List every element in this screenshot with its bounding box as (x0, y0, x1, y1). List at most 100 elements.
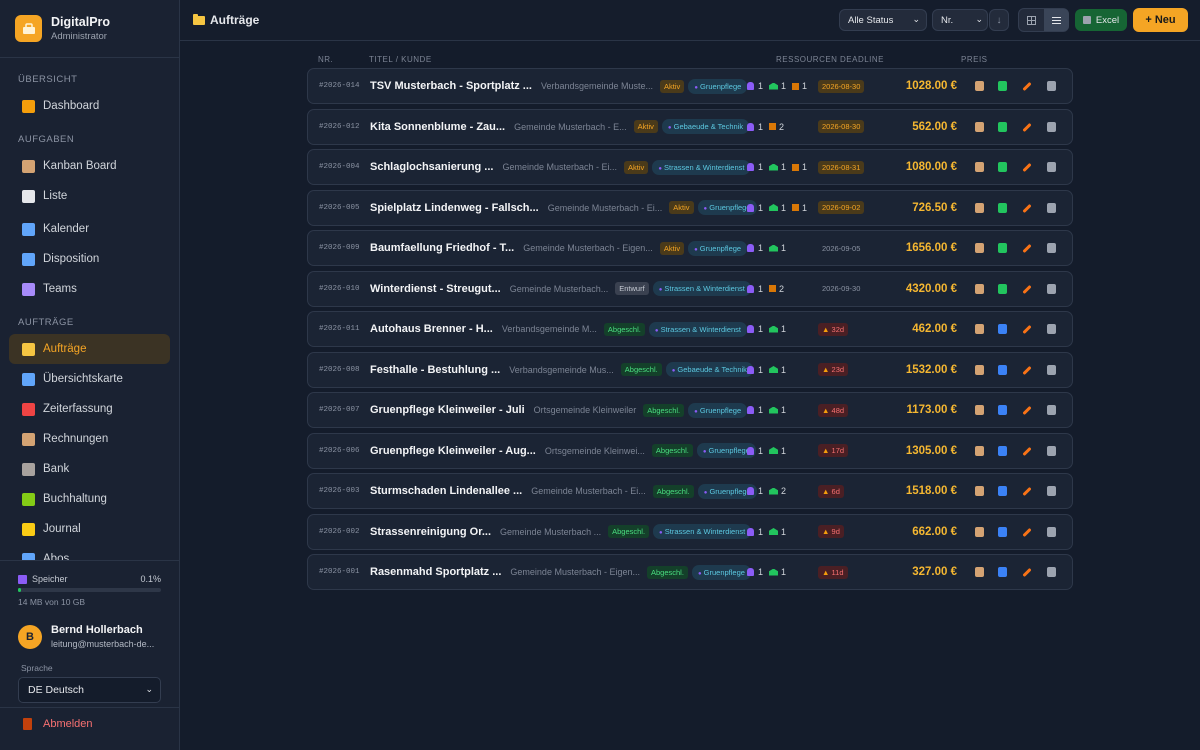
reopen-icon[interactable] (998, 405, 1007, 415)
edit-pencil-icon[interactable] (1022, 81, 1032, 92)
trash-icon[interactable] (1047, 283, 1056, 294)
sort-direction-button[interactable]: ↓ (989, 9, 1009, 31)
list-view-button[interactable] (1044, 9, 1069, 31)
order-title[interactable]: Schlaglochsanierung ... (370, 161, 494, 173)
clipboard-icon[interactable] (975, 243, 984, 253)
sidebar-item-13[interactable]: Abos (9, 544, 170, 560)
order-title[interactable]: Sturmschaden Lindenallee ... (370, 485, 523, 497)
checkmark-icon[interactable] (998, 283, 1007, 294)
order-title[interactable]: Rasenmahd Sportplatz ... (370, 566, 502, 578)
checkmark-icon[interactable] (998, 162, 1007, 172)
sort-select[interactable]: Nr. ⌄ (932, 9, 988, 31)
order-title[interactable]: Baumfaellung Friedhof - T... (370, 242, 515, 254)
order-title[interactable]: Kita Sonnenblume - Zau... (370, 120, 506, 133)
clipboard-icon[interactable] (975, 405, 984, 415)
sidebar-item-1[interactable]: Kanban Board (9, 151, 170, 181)
sidebar-item-6[interactable]: Aufträge (9, 334, 170, 364)
sidebar-item-9[interactable]: Rechnungen (9, 424, 170, 454)
table-row[interactable]: #2026-001 Rasenmahd Sportplatz ... Gemei… (307, 554, 1073, 590)
edit-pencil-icon[interactable] (1022, 486, 1032, 497)
clipboard-icon[interactable] (975, 81, 984, 91)
clipboard-icon[interactable] (975, 526, 984, 537)
sidebar-item-10[interactable]: Bank (9, 454, 170, 484)
trash-icon[interactable] (1047, 486, 1056, 496)
reopen-icon[interactable] (998, 324, 1007, 334)
edit-pencil-icon[interactable] (1022, 122, 1032, 132)
table-row[interactable]: #2026-014 TSV Musterbach - Sportplatz ..… (307, 68, 1073, 104)
language-select[interactable]: DE Deutsch ⌄ (18, 677, 161, 703)
sidebar-item-11[interactable]: Buchhaltung (9, 484, 170, 514)
sidebar-item-3[interactable]: Kalender (9, 214, 170, 244)
edit-pencil-icon[interactable] (1022, 446, 1032, 456)
trash-icon[interactable] (1047, 243, 1056, 253)
table-row[interactable]: #2026-007 Gruenpflege Kleinweiler - Juli… (307, 392, 1073, 428)
trash-icon[interactable] (1047, 445, 1056, 456)
trash-icon[interactable] (1047, 364, 1056, 375)
reopen-icon[interactable] (998, 567, 1007, 577)
sidebar-item-12[interactable]: Journal (9, 514, 170, 544)
table-row[interactable]: #2026-002 Strassenreinigung Or... Gemein… (307, 513, 1073, 550)
order-title[interactable]: TSV Musterbach - Sportplatz ... (370, 80, 532, 92)
table-row[interactable]: #2026-011 Autohaus Brenner - H... Verban… (307, 311, 1073, 347)
checkmark-icon[interactable] (998, 121, 1007, 132)
order-title[interactable]: Gruenpflege Kleinweiler - Aug... (370, 444, 536, 457)
clipboard-icon[interactable] (975, 202, 984, 213)
edit-pencil-icon[interactable] (1022, 243, 1032, 254)
order-title[interactable]: Strassenreinigung Or... (370, 525, 492, 538)
clipboard-icon[interactable] (975, 121, 984, 132)
table-row[interactable]: #2026-009 Baumfaellung Friedhof - T... G… (307, 230, 1073, 266)
checkmark-icon[interactable] (998, 243, 1007, 253)
order-title[interactable]: Festhalle - Bestuhlung ... (370, 363, 501, 376)
excel-export-button[interactable]: Excel (1075, 9, 1127, 31)
status-filter[interactable]: Alle Status ⌄ (839, 9, 927, 31)
grid-view-button[interactable] (1019, 9, 1044, 31)
trash-icon[interactable] (1047, 567, 1056, 577)
table-row[interactable]: #2026-006 Gruenpflege Kleinweiler - Aug.… (307, 432, 1073, 469)
order-title[interactable]: Spielplatz Lindenweg - Fallsch... (370, 201, 539, 214)
trash-icon[interactable] (1047, 162, 1056, 172)
sidebar-item-5[interactable]: Teams (9, 274, 170, 304)
table-row[interactable]: #2026-003 Sturmschaden Lindenallee ... G… (307, 473, 1073, 509)
order-title[interactable]: Autohaus Brenner - H... (370, 323, 493, 335)
sidebar-item-4[interactable]: Disposition (9, 244, 170, 274)
table-row[interactable]: #2026-012 Kita Sonnenblume - Zau... Geme… (307, 108, 1073, 145)
edit-pencil-icon[interactable] (1022, 405, 1032, 416)
reopen-icon[interactable] (998, 526, 1007, 537)
clipboard-icon[interactable] (975, 486, 984, 496)
table-row[interactable]: #2026-005 Spielplatz Lindenweg - Fallsch… (307, 189, 1073, 226)
edit-pencil-icon[interactable] (1022, 324, 1032, 335)
table-row[interactable]: #2026-010 Winterdienst - Streugut... Gem… (307, 270, 1073, 307)
sidebar-item-2[interactable]: Liste (9, 181, 170, 211)
table-row[interactable]: #2026-004 Schlaglochsanierung ... Gemein… (307, 149, 1073, 185)
trash-icon[interactable] (1047, 121, 1056, 132)
trash-icon[interactable] (1047, 324, 1056, 334)
clipboard-icon[interactable] (975, 364, 984, 375)
checkmark-icon[interactable] (998, 202, 1007, 213)
clipboard-icon[interactable] (975, 162, 984, 172)
sidebar-item-0[interactable]: Dashboard (9, 91, 170, 121)
order-title[interactable]: Winterdienst - Streugut... (370, 282, 501, 295)
reopen-icon[interactable] (998, 486, 1007, 496)
trash-icon[interactable] (1047, 81, 1056, 91)
user-card[interactable]: B Bernd Hollerbach leitung@musterbach-de… (18, 624, 154, 649)
edit-pencil-icon[interactable] (1022, 284, 1032, 294)
clipboard-icon[interactable] (975, 445, 984, 456)
edit-pencil-icon[interactable] (1022, 162, 1032, 173)
logout-button[interactable]: Abmelden (23, 718, 93, 730)
clipboard-icon[interactable] (975, 283, 984, 294)
clipboard-icon[interactable] (975, 567, 984, 577)
edit-pencil-icon[interactable] (1022, 567, 1032, 578)
reopen-icon[interactable] (998, 364, 1007, 375)
checkmark-icon[interactable] (998, 81, 1007, 91)
order-title[interactable]: Gruenpflege Kleinweiler - Juli (370, 404, 525, 416)
edit-pencil-icon[interactable] (1022, 365, 1032, 375)
edit-pencil-icon[interactable] (1022, 527, 1032, 537)
trash-icon[interactable] (1047, 405, 1056, 415)
reopen-icon[interactable] (998, 445, 1007, 456)
new-order-button[interactable]: + Neu (1133, 8, 1188, 32)
clipboard-icon[interactable] (975, 324, 984, 334)
trash-icon[interactable] (1047, 526, 1056, 537)
sidebar-item-7[interactable]: Übersichtskarte (9, 364, 170, 394)
edit-pencil-icon[interactable] (1022, 203, 1032, 213)
sidebar-item-8[interactable]: Zeiterfassung (9, 394, 170, 424)
